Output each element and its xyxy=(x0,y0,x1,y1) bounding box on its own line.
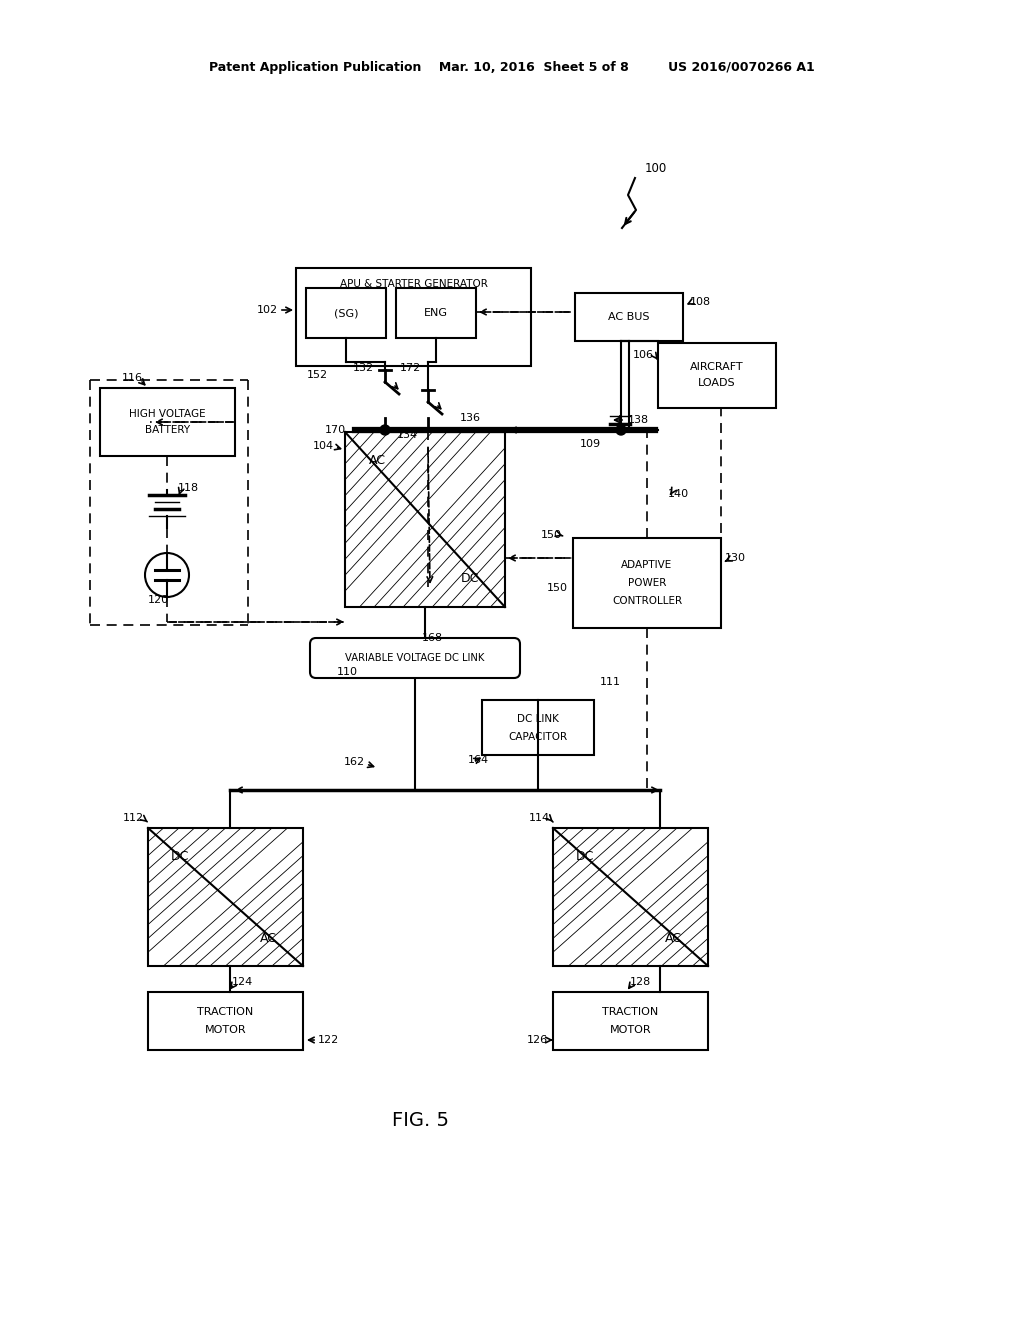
Text: ADAPTIVE: ADAPTIVE xyxy=(622,560,673,570)
Text: DC: DC xyxy=(171,850,189,862)
Text: VARIABLE VOLTAGE DC LINK: VARIABLE VOLTAGE DC LINK xyxy=(345,653,484,663)
Text: 136: 136 xyxy=(460,413,480,422)
Text: 124: 124 xyxy=(232,977,253,987)
Text: 168: 168 xyxy=(422,634,443,643)
Text: 122: 122 xyxy=(318,1035,339,1045)
Bar xyxy=(575,293,683,341)
Text: 104: 104 xyxy=(313,441,334,451)
Bar xyxy=(296,268,531,366)
Bar xyxy=(345,432,505,607)
Text: 172: 172 xyxy=(400,363,421,374)
Text: DC: DC xyxy=(575,850,594,862)
Text: AC: AC xyxy=(369,454,385,466)
Text: 140: 140 xyxy=(668,488,689,499)
Text: 150: 150 xyxy=(541,531,562,540)
Text: 100: 100 xyxy=(645,161,668,174)
Text: APU & STARTER GENERATOR: APU & STARTER GENERATOR xyxy=(340,279,487,289)
Text: 150: 150 xyxy=(547,583,568,593)
Bar xyxy=(573,539,721,628)
Text: AC: AC xyxy=(665,932,682,945)
Text: TRACTION: TRACTION xyxy=(198,1007,254,1016)
Text: 112: 112 xyxy=(123,813,144,822)
Text: DC LINK: DC LINK xyxy=(517,714,559,723)
Text: 126: 126 xyxy=(527,1035,548,1045)
Circle shape xyxy=(380,425,390,436)
Text: 130: 130 xyxy=(725,553,746,564)
Bar xyxy=(658,343,776,408)
Bar xyxy=(553,828,708,966)
Text: 128: 128 xyxy=(630,977,651,987)
Text: 111: 111 xyxy=(600,677,621,686)
Bar xyxy=(148,993,303,1049)
Text: FIG. 5: FIG. 5 xyxy=(391,1110,449,1130)
Text: 138: 138 xyxy=(628,414,648,425)
Text: AC BUS: AC BUS xyxy=(608,312,650,322)
Text: ENG: ENG xyxy=(424,308,449,318)
Bar xyxy=(482,700,594,755)
Text: 108: 108 xyxy=(690,297,711,308)
Circle shape xyxy=(616,425,626,436)
Text: 114: 114 xyxy=(528,813,550,822)
Text: MOTOR: MOTOR xyxy=(205,1026,247,1035)
Text: HIGH VOLTAGE: HIGH VOLTAGE xyxy=(129,409,206,418)
Text: AIRCRAFT: AIRCRAFT xyxy=(690,363,743,372)
Text: 162: 162 xyxy=(344,756,365,767)
Bar xyxy=(396,288,476,338)
Text: DC: DC xyxy=(461,573,479,586)
Text: BATTERY: BATTERY xyxy=(145,425,190,436)
Bar xyxy=(553,993,708,1049)
FancyBboxPatch shape xyxy=(310,638,520,678)
Text: MOTOR: MOTOR xyxy=(609,1026,651,1035)
Bar xyxy=(306,288,386,338)
Text: TRACTION: TRACTION xyxy=(602,1007,658,1016)
Text: 102: 102 xyxy=(257,305,278,315)
Text: 110: 110 xyxy=(337,667,358,677)
Text: CAPACITOR: CAPACITOR xyxy=(509,731,567,742)
Text: 116: 116 xyxy=(122,374,143,383)
Text: (SG): (SG) xyxy=(334,308,358,318)
Text: Patent Application Publication    Mar. 10, 2016  Sheet 5 of 8         US 2016/00: Patent Application Publication Mar. 10, … xyxy=(209,62,815,74)
Text: 120: 120 xyxy=(148,595,169,605)
Text: LOADS: LOADS xyxy=(698,379,736,388)
Bar xyxy=(148,828,303,966)
Text: 118: 118 xyxy=(178,483,199,492)
Text: 132: 132 xyxy=(353,363,374,374)
Text: POWER: POWER xyxy=(628,578,667,587)
Text: 109: 109 xyxy=(580,440,600,449)
Text: 170: 170 xyxy=(325,425,346,436)
Text: AC: AC xyxy=(259,932,276,945)
Bar xyxy=(100,388,234,455)
Text: 106: 106 xyxy=(633,350,654,360)
Text: CONTROLLER: CONTROLLER xyxy=(612,597,682,606)
Text: 152: 152 xyxy=(307,370,328,380)
Text: 134: 134 xyxy=(397,430,418,440)
Text: 164: 164 xyxy=(468,755,489,766)
